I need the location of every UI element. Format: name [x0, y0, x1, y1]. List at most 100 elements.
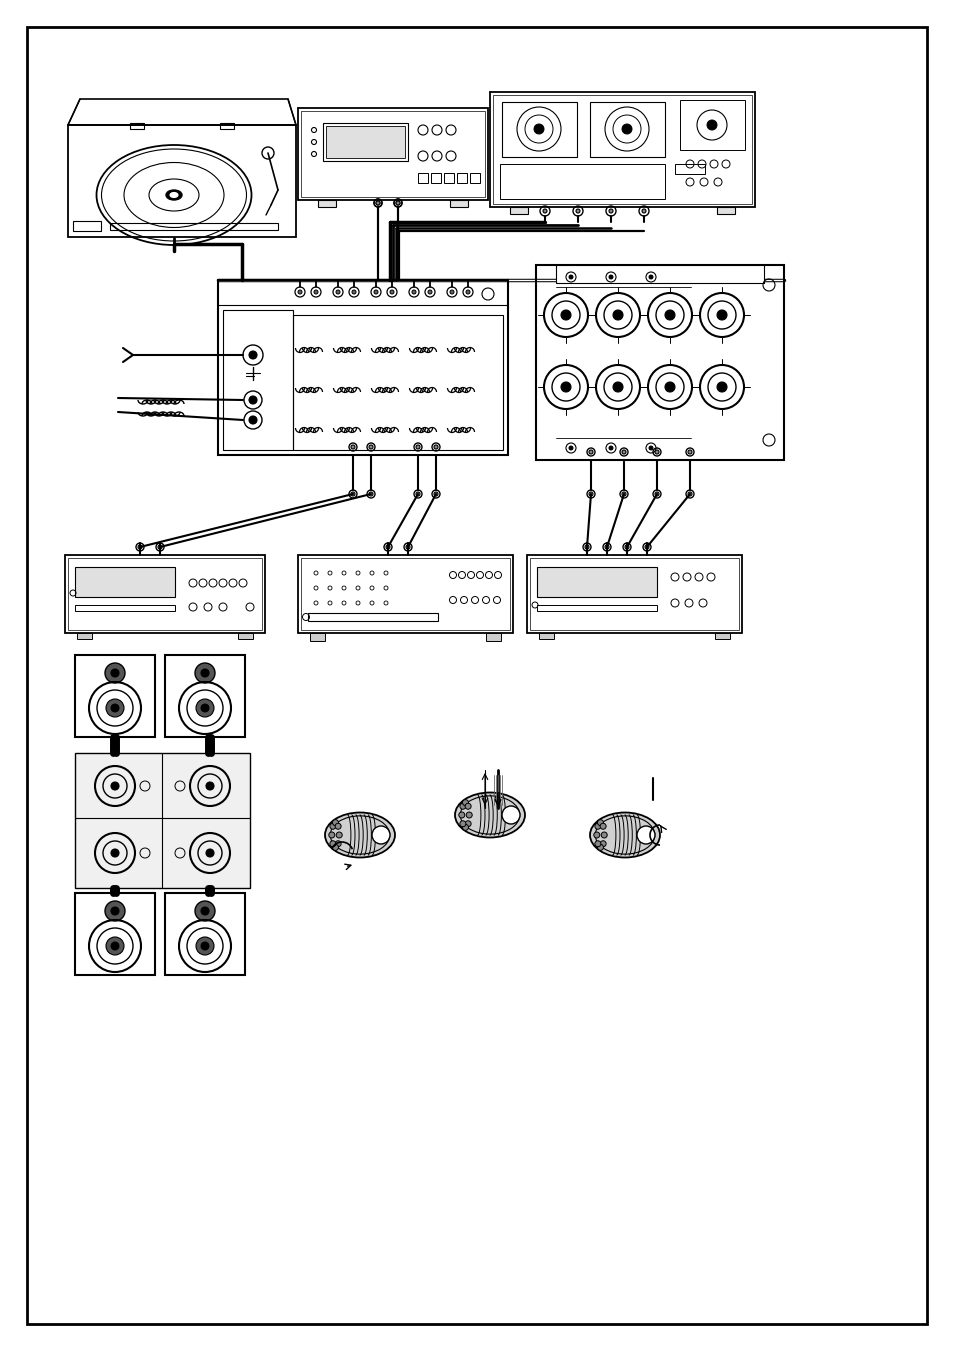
Circle shape [105, 901, 125, 921]
Circle shape [375, 201, 379, 205]
Bar [77, 634, 91, 639]
Circle shape [655, 492, 659, 496]
Circle shape [621, 492, 625, 496]
Bar [65, 555, 265, 634]
Circle shape [462, 824, 468, 831]
Bar [536, 265, 783, 459]
Bar [499, 163, 664, 199]
Bar [297, 108, 488, 200]
Circle shape [201, 907, 209, 915]
Circle shape [597, 820, 603, 825]
Circle shape [450, 290, 454, 295]
Circle shape [351, 492, 355, 496]
Circle shape [105, 663, 125, 684]
Bar [75, 893, 154, 975]
Circle shape [560, 382, 571, 392]
Ellipse shape [501, 807, 519, 824]
Circle shape [608, 209, 613, 213]
Bar [530, 558, 739, 630]
Bar [556, 265, 763, 282]
Circle shape [335, 290, 339, 295]
Bar [675, 163, 704, 174]
Circle shape [201, 704, 209, 712]
Circle shape [600, 832, 606, 838]
Bar [526, 555, 741, 634]
Bar [130, 123, 144, 128]
Circle shape [416, 492, 419, 496]
Bar [75, 567, 174, 597]
Circle shape [335, 840, 341, 847]
Circle shape [428, 290, 432, 295]
Circle shape [329, 832, 335, 838]
Circle shape [459, 804, 465, 809]
Bar [68, 558, 262, 630]
Circle shape [375, 201, 379, 205]
Bar [220, 123, 233, 128]
Circle shape [333, 844, 338, 850]
Circle shape [687, 492, 691, 496]
Bar [308, 613, 437, 621]
Circle shape [599, 840, 605, 847]
Bar [450, 200, 468, 207]
Bar [310, 634, 325, 640]
Ellipse shape [637, 825, 655, 844]
Ellipse shape [372, 825, 390, 844]
Circle shape [111, 669, 119, 677]
Bar [73, 222, 101, 231]
Circle shape [194, 663, 214, 684]
Bar [470, 173, 479, 182]
Circle shape [138, 544, 142, 549]
Circle shape [195, 698, 213, 717]
Bar [165, 893, 245, 975]
Circle shape [386, 544, 390, 549]
Bar [485, 634, 500, 640]
Circle shape [717, 309, 726, 320]
Bar [417, 173, 428, 182]
Bar [301, 111, 484, 197]
Circle shape [106, 938, 124, 955]
Circle shape [314, 290, 317, 295]
Circle shape [106, 698, 124, 717]
Bar [490, 92, 754, 207]
Ellipse shape [325, 812, 395, 858]
Circle shape [466, 812, 472, 817]
Circle shape [352, 290, 355, 295]
Circle shape [111, 704, 119, 712]
Circle shape [333, 820, 338, 825]
Circle shape [465, 821, 471, 827]
Bar [75, 655, 154, 738]
Bar [323, 123, 408, 161]
Bar [493, 95, 751, 204]
Circle shape [434, 444, 437, 449]
Circle shape [655, 450, 659, 454]
Bar [589, 101, 664, 157]
Circle shape [459, 821, 465, 827]
Circle shape [111, 782, 119, 790]
Ellipse shape [589, 812, 659, 858]
Circle shape [648, 446, 652, 450]
Bar [223, 309, 293, 450]
Bar [510, 207, 527, 213]
Bar [501, 101, 577, 157]
Circle shape [608, 276, 613, 280]
Circle shape [395, 201, 399, 205]
Circle shape [588, 492, 593, 496]
Circle shape [621, 124, 631, 134]
Circle shape [595, 823, 600, 830]
Circle shape [542, 209, 546, 213]
Circle shape [687, 450, 691, 454]
Bar [237, 634, 253, 639]
Circle shape [458, 812, 464, 817]
Circle shape [335, 823, 341, 830]
Bar [68, 126, 295, 236]
Circle shape [604, 544, 608, 549]
Circle shape [608, 446, 613, 450]
Circle shape [584, 544, 588, 549]
Ellipse shape [170, 192, 178, 197]
Circle shape [641, 209, 645, 213]
Circle shape [406, 544, 410, 549]
Circle shape [374, 290, 377, 295]
Circle shape [465, 804, 471, 809]
Circle shape [664, 309, 675, 320]
Bar [714, 634, 729, 639]
